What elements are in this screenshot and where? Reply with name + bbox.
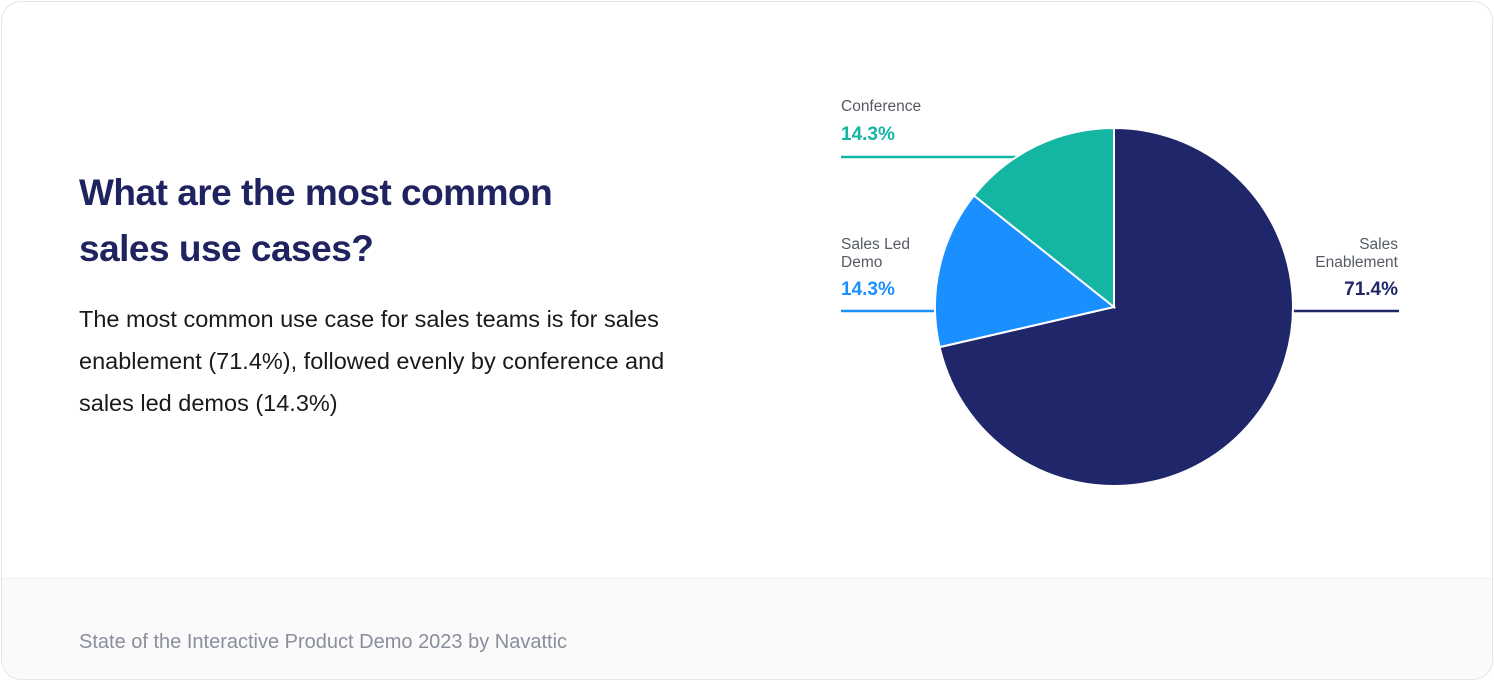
- source-credit: State of the Interactive Product Demo 20…: [79, 631, 568, 653]
- page-title: What are the most common sales use cases…: [79, 172, 553, 269]
- footer: State of the Interactive Product Demo 20…: [2, 578, 1492, 679]
- label-sales-enablement: Sales Enablement: [1315, 236, 1398, 271]
- label-conference: Conference: [841, 98, 922, 115]
- label-sales-led-demo: Sales Led Demo: [841, 236, 910, 271]
- pie-slice-sales-enablement: [938, 126, 1294, 487]
- pie-chart: [841, 126, 1399, 487]
- description: The most common use case for sales teams…: [79, 306, 665, 416]
- pie-slice-conference: [972, 126, 1115, 310]
- value-sales-enablement: 71.4%: [1344, 279, 1398, 300]
- pie-slice-sales-led-demo: [934, 194, 1117, 349]
- value-sales-led-demo: 14.3%: [841, 279, 895, 300]
- value-conference: 14.3%: [841, 124, 895, 145]
